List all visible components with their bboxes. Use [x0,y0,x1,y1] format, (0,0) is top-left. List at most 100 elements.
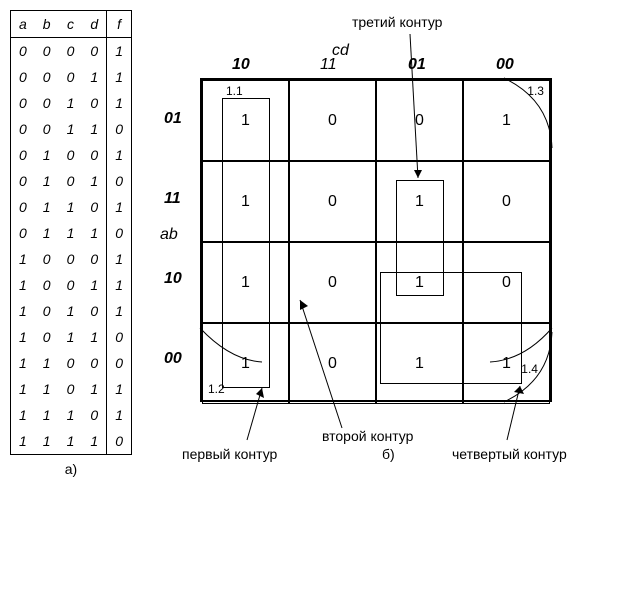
tt-cell: 1 [82,376,106,402]
row-h-3: 00 [164,350,182,368]
tt-cell: 0 [11,90,35,116]
truth-table: a b c d f 000010001100101001100100101010… [10,10,132,455]
tt-cell: 0 [59,246,83,272]
kmap-cell: 1 [202,242,289,323]
annot-second: второй контур [322,428,413,444]
tt-cell: 1 [35,142,59,168]
tt-cell: 1 [107,246,132,272]
col-h-3: 00 [496,56,514,74]
tt-cell: 1 [59,116,83,142]
kmap-cell: 1 [376,323,463,404]
tt-cell: 0 [11,194,35,220]
tt-cell: 1 [107,376,132,402]
tt-cell: 0 [107,350,132,376]
tt-cell: 1 [59,194,83,220]
tt-cell: 1 [82,428,106,455]
tt-cell: 1 [35,428,59,455]
tt-cell: 0 [35,246,59,272]
tt-cell: 0 [59,350,83,376]
tt-cell: 1 [35,376,59,402]
row-h-0: 01 [164,110,182,128]
tt-cell: 0 [82,194,106,220]
tt-cell: 0 [35,272,59,298]
kmap-cell: 1 [202,323,289,404]
th-b: b [35,11,59,38]
tt-cell: 1 [11,324,35,350]
tt-cell: 0 [35,116,59,142]
th-a: a [11,11,35,38]
kmap-cell: 0 [289,161,376,242]
tt-cell: 0 [59,272,83,298]
kmap-cell: 0 [463,242,550,323]
tt-cell: 0 [11,220,35,246]
tt-cell: 0 [82,298,106,324]
tt-cell: 1 [82,220,106,246]
th-d: d [82,11,106,38]
truth-table-caption: а) [10,461,132,477]
kmap-cell: 1 [202,80,289,161]
kmap-cell: 1 [463,323,550,404]
tt-cell: 0 [82,350,106,376]
tt-cell: 1 [35,220,59,246]
kmap-cell: 1 [202,161,289,242]
tt-cell: 0 [107,324,132,350]
tt-cell: 1 [11,246,35,272]
kmap-caption: б) [382,446,395,462]
tt-cell: 1 [59,324,83,350]
tt-cell: 1 [11,350,35,376]
tt-cell: 1 [82,64,106,90]
tt-cell: 0 [59,38,83,65]
tt-cell: 1 [107,64,132,90]
tt-cell: 0 [82,142,106,168]
tt-cell: 1 [107,272,132,298]
kmap-grid: 1.1 1.3 1.2 1.4 1001101010101011 [200,78,552,402]
annot-fourth: четвертый контур [452,446,567,462]
tt-cell: 0 [107,220,132,246]
kmap-cell: 0 [463,161,550,242]
tt-cell: 0 [11,142,35,168]
tt-cell: 0 [11,38,35,65]
tt-cell: 0 [11,64,35,90]
tt-cell: 0 [59,64,83,90]
tt-cell: 1 [59,298,83,324]
tt-cell: 0 [107,428,132,455]
tt-cell: 0 [107,116,132,142]
tt-cell: 1 [107,90,132,116]
tt-cell: 0 [82,38,106,65]
tt-cell: 0 [35,90,59,116]
ab-label: ab [160,226,178,244]
tt-cell: 1 [35,168,59,194]
tt-cell: 0 [11,116,35,142]
tt-cell: 1 [82,168,106,194]
tt-cell: 0 [82,402,106,428]
tt-cell: 1 [11,428,35,455]
tt-cell: 1 [107,142,132,168]
tt-cell: 1 [59,402,83,428]
tt-cell: 0 [59,142,83,168]
annot-first: первый контур [182,446,277,462]
tt-cell: 0 [107,168,132,194]
th-c: c [59,11,83,38]
tt-cell: 1 [82,272,106,298]
tt-cell: 1 [11,272,35,298]
tt-cell: 0 [59,168,83,194]
kmap-cell: 0 [289,323,376,404]
tt-cell: 1 [107,194,132,220]
kmap-cell: 0 [376,80,463,161]
kmap-cell: 1 [376,242,463,323]
tt-cell: 1 [107,402,132,428]
tt-cell: 0 [82,90,106,116]
col-h-2: 01 [408,56,426,74]
tt-cell: 1 [35,194,59,220]
kmap-cell: 1 [376,161,463,242]
tt-cell: 0 [35,298,59,324]
kmap-cell: 0 [289,242,376,323]
tt-cell: 1 [59,428,83,455]
tt-cell: 1 [11,376,35,402]
tt-cell: 1 [107,298,132,324]
th-f: f [107,11,132,38]
tt-cell: 1 [11,402,35,428]
tt-cell: 0 [82,246,106,272]
kmap-cell: 0 [289,80,376,161]
tt-cell: 0 [11,168,35,194]
